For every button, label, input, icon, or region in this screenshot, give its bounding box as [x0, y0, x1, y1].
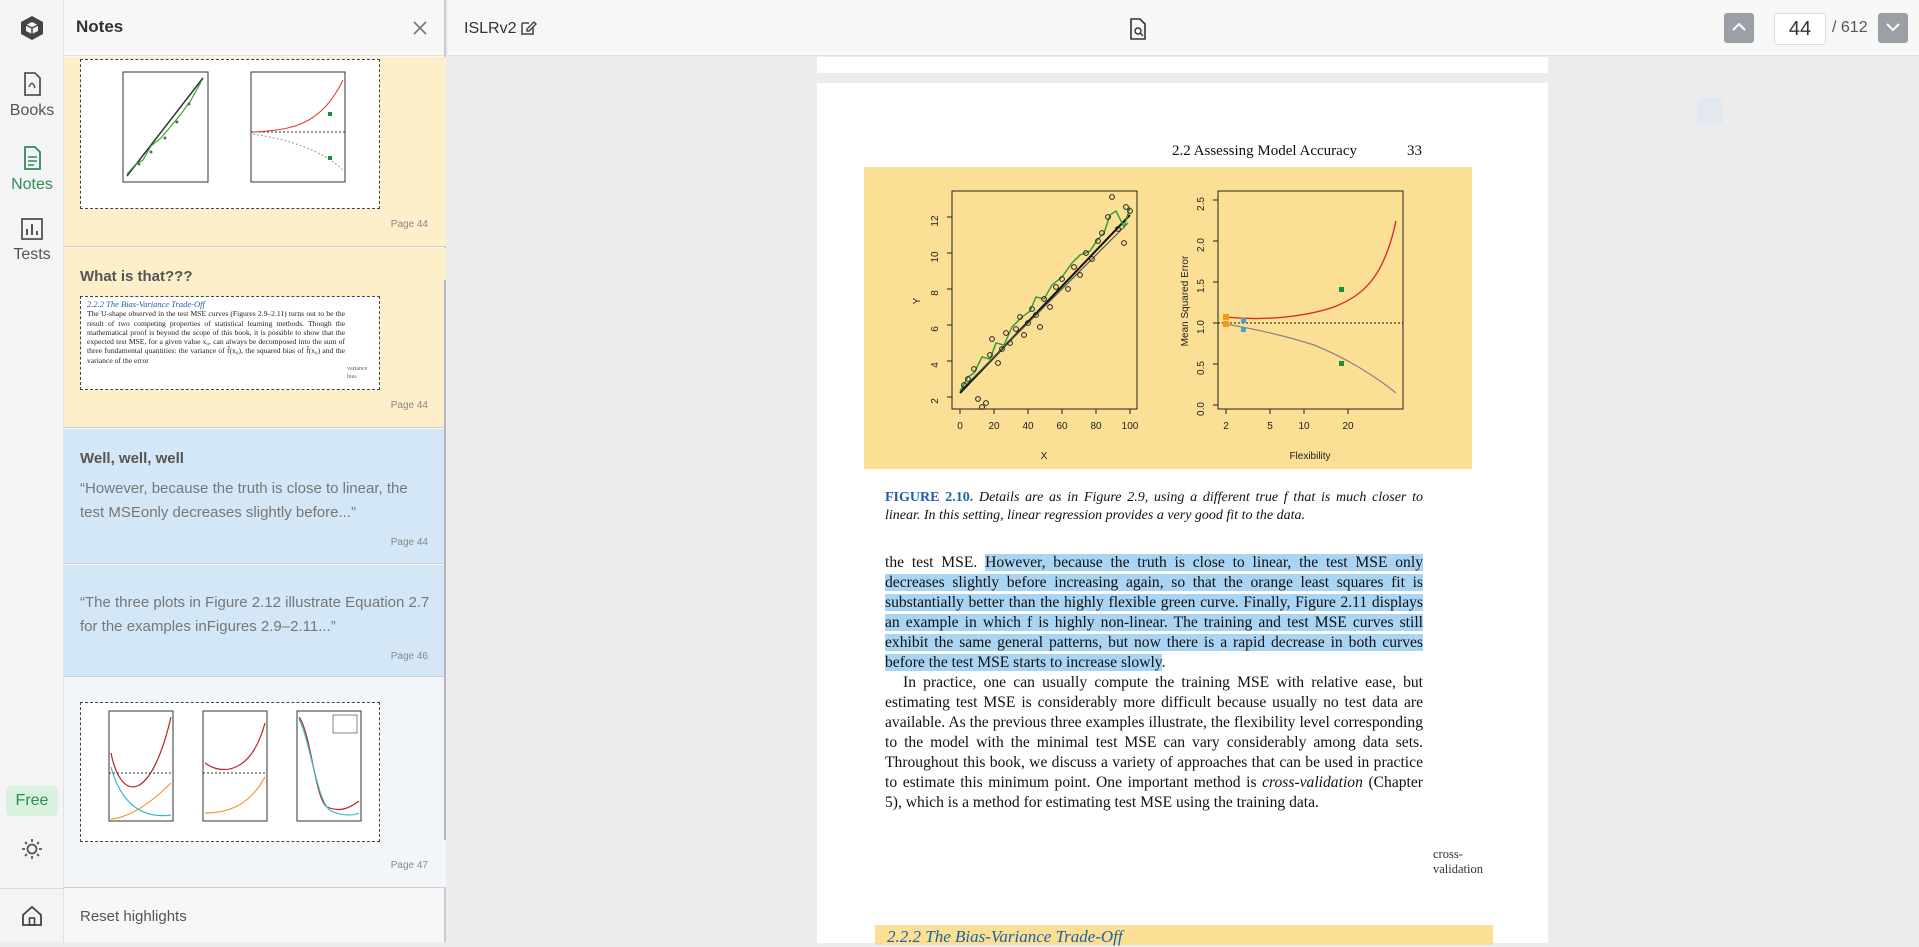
next-page-button[interactable] [1878, 13, 1908, 43]
note-page-label: Page 46 [390, 651, 428, 662]
page-fit-icon[interactable] [1128, 18, 1148, 40]
previous-page-button[interactable] [1724, 13, 1754, 43]
left-x-tick: 40 [1022, 421, 1034, 432]
right-x-tick: 5 [1267, 421, 1273, 432]
snippet-margin-note: variance bias [347, 366, 368, 380]
nav-tests-label: Tests [13, 246, 51, 263]
page-number-input[interactable] [1774, 13, 1826, 45]
margin-note: cross-validation [1433, 847, 1483, 876]
right-y-label: Mean Squared Error [1180, 255, 1191, 346]
home-button[interactable] [0, 888, 64, 942]
right-y-tick: 0.5 [1196, 361, 1207, 375]
nav-books[interactable]: Books [0, 72, 64, 120]
book-pdf-icon [24, 72, 41, 96]
nav-tests[interactable]: Tests [0, 218, 64, 264]
pdf-page: 2.2 Assessing Model Accuracy 33 0 20 40 … [817, 83, 1548, 946]
note-page-label: Page 44 [390, 400, 428, 411]
left-x-tick: 60 [1056, 421, 1068, 432]
section-heading-band: 2.2.2 The Bias-Variance Trade-Off [875, 925, 1493, 946]
notes-header: Notes [64, 0, 444, 56]
right-x-tick: 2 [1223, 421, 1229, 432]
total-pages: / 612 [1832, 19, 1868, 36]
left-x-tick: 100 [1122, 421, 1139, 432]
snippet-section-heading: 2.2.2 The Bias-Variance Trade-Off [87, 299, 205, 309]
note-figure-thumbnail [80, 59, 380, 209]
chevron-up-icon [1732, 22, 1746, 31]
nav-notes-label: Notes [11, 176, 53, 193]
emphasized-term: cross-validation [1262, 774, 1363, 791]
notes-scrollbar[interactable] [444, 280, 446, 840]
edit-title-icon[interactable] [520, 19, 537, 36]
figure-2-10: 0 20 40 60 80 100 X 2 4 6 8 10 12 Y [912, 190, 1404, 462]
document-title: ISLRv2 [464, 20, 517, 37]
left-rail: Books Notes Tests Free [0, 0, 64, 942]
right-x-label: Flexibility [1289, 451, 1330, 462]
left-x-tick: 20 [988, 421, 1000, 432]
paragraph-text: In practice, one can usually compute the… [885, 674, 1423, 791]
paragraph-text: the test MSE. [885, 554, 986, 571]
paragraph-text: (Chapter 5), which is a method for estim… [885, 774, 1423, 811]
note-text-thumbnail: 2.2.2 The Bias-Variance Trade-Off The U-… [80, 296, 380, 390]
note-card[interactable]: Page 47 [64, 678, 446, 888]
left-x-tick: 80 [1090, 421, 1102, 432]
note-page-label: Page 47 [390, 860, 428, 871]
note-card[interactable]: Page 44 [64, 57, 446, 247]
left-y-tick: 6 [930, 326, 941, 332]
snippet-text: The U-shape observed in the test MSE cur… [87, 309, 345, 365]
highlighted-text[interactable]: However, because the truth is close to l… [885, 554, 1423, 671]
note-heading: What is that??? [80, 268, 193, 285]
app-logo-icon[interactable] [18, 14, 46, 42]
left-x-tick: 0 [957, 421, 963, 432]
notes-panel: Notes Page 44 What is that??? 2.2.2 The … [64, 0, 446, 942]
right-x-tick: 20 [1342, 421, 1354, 432]
note-quote: “The three plots in Figure 2.12 illustra… [80, 594, 430, 635]
chart-icon [21, 218, 43, 240]
notes-icon [24, 146, 41, 170]
free-plan-badge[interactable]: Free [6, 786, 58, 816]
left-y-tick: 4 [930, 362, 941, 368]
left-x-label: X [1041, 451, 1048, 462]
nav-books-label: Books [9, 102, 55, 119]
note-page-label: Page 44 [390, 537, 428, 548]
figure-caption-text: Details are as in Figure 2.9, using a di… [885, 490, 1423, 523]
reset-highlights-button[interactable]: Reset highlights [80, 908, 187, 925]
right-y-tick: 1.0 [1196, 320, 1207, 334]
figure-caption-label: FIGURE 2.10. [885, 490, 974, 505]
theme-toggle-sun-icon[interactable] [21, 838, 43, 860]
note-heading: Well, well, well [80, 450, 184, 467]
left-y-tick: 10 [930, 251, 941, 263]
note-quote: “However, because the truth is close to … [80, 480, 408, 521]
nav-notes[interactable]: Notes [0, 146, 64, 194]
figure-caption: FIGURE 2.10. Details are as in Figure 2.… [885, 489, 1423, 525]
section-heading: 2.2.2 The Bias-Variance Trade-Off [887, 927, 1123, 946]
chevron-down-icon [1886, 23, 1900, 32]
reader-toolbar: ISLRv2 / 612 [448, 0, 1919, 56]
note-figure-thumbnail [80, 702, 380, 842]
right-y-tick: 0.0 [1196, 402, 1207, 416]
floating-widget[interactable] [1697, 98, 1723, 124]
page-number: 33 [1407, 143, 1422, 159]
left-y-tick: 8 [930, 290, 941, 296]
running-head: 2.2 Assessing Model Accuracy [1172, 143, 1357, 159]
figure-highlight [864, 167, 1472, 469]
close-icon[interactable] [412, 20, 428, 36]
left-y-label: Y [912, 297, 923, 304]
note-card[interactable]: What is that??? 2.2.2 The Bias-Variance … [64, 248, 446, 428]
paragraph-text: . [1161, 654, 1166, 671]
right-y-tick: 2.0 [1196, 238, 1207, 252]
left-y-tick: 2 [930, 398, 941, 404]
right-x-tick: 10 [1298, 421, 1310, 432]
right-y-tick: 1.5 [1196, 279, 1207, 293]
note-card[interactable]: “The three plots in Figure 2.12 illustra… [64, 565, 446, 677]
home-icon [22, 905, 42, 926]
left-y-tick: 12 [930, 215, 941, 227]
body-paragraph: the test MSE. However, because the truth… [885, 553, 1423, 813]
previous-page-edge [817, 57, 1548, 73]
right-y-tick: 2.5 [1196, 197, 1207, 211]
note-page-label: Page 44 [390, 219, 428, 230]
document-viewer[interactable]: 2.2 Assessing Model Accuracy 33 0 20 40 … [448, 57, 1919, 946]
note-card[interactable]: Well, well, well “However, because the t… [64, 429, 446, 564]
notes-title: Notes [76, 17, 124, 36]
